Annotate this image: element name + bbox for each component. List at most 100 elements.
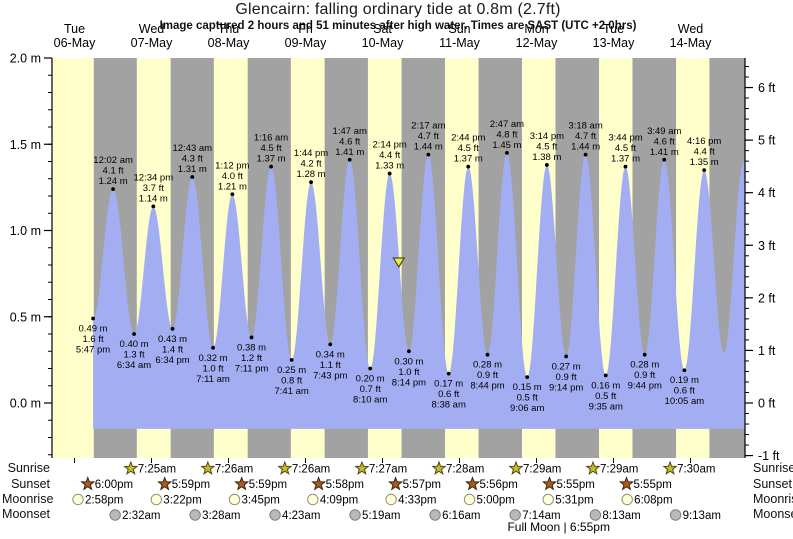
tide-curve [93,152,745,429]
low-tide-dot [328,342,333,347]
low-tide-dot [407,349,411,354]
chart-subtitle: Image captured 2 hours and 51 minutes af… [159,20,637,32]
y-axis-right-label: 1 ft [758,344,776,358]
low-tide-label: 0.19 m 0.6 ft 10:05 am [665,375,705,407]
y-axis-left-label: 1.0 m [10,224,41,238]
day-label-date: 13-May [593,36,635,50]
sunrise-time: 7:30am [677,464,715,476]
moonrise-time: 3:22pm [163,495,201,507]
high-tide-label: 1:12 pm 4.0 ft 1.21 m [215,160,249,192]
low-tide-label: 0.38 m 1.2 ft 7:11 pm [235,342,269,374]
moonrise-time: 3:45pm [242,495,280,507]
moonset-time: 5:19am [362,510,400,522]
moonrise-icon [307,493,319,506]
high-tide-dot [623,164,628,169]
y-axis-left-label: 0.0 m [10,397,41,411]
sunrise-icon [431,460,447,475]
y-axis-right-label: 2 ft [758,291,776,305]
low-tide-dot [368,366,373,371]
high-tide-dot [111,187,116,192]
moonrise-icon [228,493,241,506]
y-axis-right-label: 5 ft [758,134,776,148]
low-tide-label: 0.25 m 0.8 ft 7:41 am [274,365,308,397]
moonset-time: 4:23am [282,510,320,522]
high-tide-label: 1:16 am 4.5 ft 1.37 m [254,133,288,165]
high-tide-dot [702,168,707,173]
sunset-icon [311,476,327,491]
low-tide-dot [249,335,254,340]
low-tide-label: 0.49 m 1.6 ft 5:47 pm [76,323,110,355]
moonrise-icon [385,493,397,506]
day-label-dow: Sun [448,22,470,36]
moonset-time: 6:16am [442,510,480,522]
moonset-icon [589,509,602,521]
high-tide-dot [151,204,156,209]
tide-curve-group [93,152,745,429]
high-tide-dot [505,150,509,155]
sunrise-time: 7:27am [369,464,407,476]
moonset-icon [509,509,521,521]
high-tide-label: 3:49 am 4.6 ft 1.41 m [647,126,681,158]
low-tide-label: 0.32 m 1.0 ft 7:11 am [196,353,230,385]
moonrise-icon [150,493,163,506]
sunset-time: 5:59pm [249,479,287,491]
moonset-icon [269,509,281,521]
high-tide-label: 12:02 am 4.1 ft 1.24 m [93,155,133,187]
moonrise-icon [542,493,554,506]
sunset-time: 6:00pm [95,479,133,491]
day-label-dow: Wed [678,22,704,36]
high-tide-label: 1:47 am 4.6 ft 1.41 m [333,126,367,158]
low-tide-label: 0.16 m 0.5 ft 9:35 am [589,380,623,412]
sunrise-time: 7:28am [446,464,484,476]
low-tide-label: 0.28 m 0.9 ft 8:44 pm [470,360,504,392]
day-label-date: 10-May [362,36,404,50]
low-tide-dot [211,345,215,350]
day-label-dow: Sat [373,22,392,36]
high-tide-dot [426,152,431,157]
y-axis-right-label: -1 ft [758,449,780,463]
row-label-moonrise-right: Moonrise [753,492,793,506]
low-tide-label: 0.27 m 0.9 ft 9:14 pm [549,361,583,393]
now-marker-icon [392,257,406,269]
sunset-icon [465,476,481,491]
day-label-dow: Tue [603,22,624,36]
sunrise-time: 7:29am [523,464,561,476]
row-label-sunrise-right: Sunrise [753,461,793,475]
sunrise-time: 7:26am [215,464,253,476]
low-tide-label: 0.15 m 0.5 ft 9:06 am [510,382,544,414]
day-label-dow: Tue [64,22,85,36]
row-label-moonset-right: Moonset [753,507,793,521]
sunrise-icon [662,460,678,475]
sunset-time: 5:59pm [172,479,210,491]
sunset-icon [618,476,635,491]
low-tide-dot [603,373,608,378]
sunset-time: 5:55pm [556,479,594,491]
moonset-icon [349,509,361,521]
sunrise-icon [508,460,524,475]
row-label-moonset-left: Moonset [2,507,50,521]
y-axis-right-label: 3 ft [758,239,776,253]
high-tide-dot [269,164,273,169]
high-tide-dot [230,192,235,197]
sunrise-icon [123,460,139,475]
sunset-icon [541,476,558,491]
high-tide-label: 12:43 am 4.3 ft 1.31 m [172,143,212,175]
sunset-time: 5:57pm [403,479,441,491]
moonset-time: 8:13am [602,510,640,522]
high-tide-label: 2:47 am 4.8 ft 1.45 m [490,119,524,151]
low-tide-dot [525,375,530,380]
low-tide-dot [132,332,136,336]
sunrise-icon [585,460,601,475]
day-label-dow: Wed [139,22,165,36]
row-label-sunrise-left: Sunrise [7,461,50,475]
sunset-time: 5:55pm [633,479,671,491]
low-tide-dot [682,368,687,373]
moonset-time: 9:13am [683,510,721,522]
high-tide-dot [466,164,471,169]
low-tide-label: 0.20 m 0.7 ft 8:10 am [353,374,387,406]
moonset-icon [109,509,121,521]
moonset-icon [669,509,682,521]
sunset-icon [157,476,173,491]
moonset-icon [429,509,441,521]
moonrise-icon [463,493,476,506]
